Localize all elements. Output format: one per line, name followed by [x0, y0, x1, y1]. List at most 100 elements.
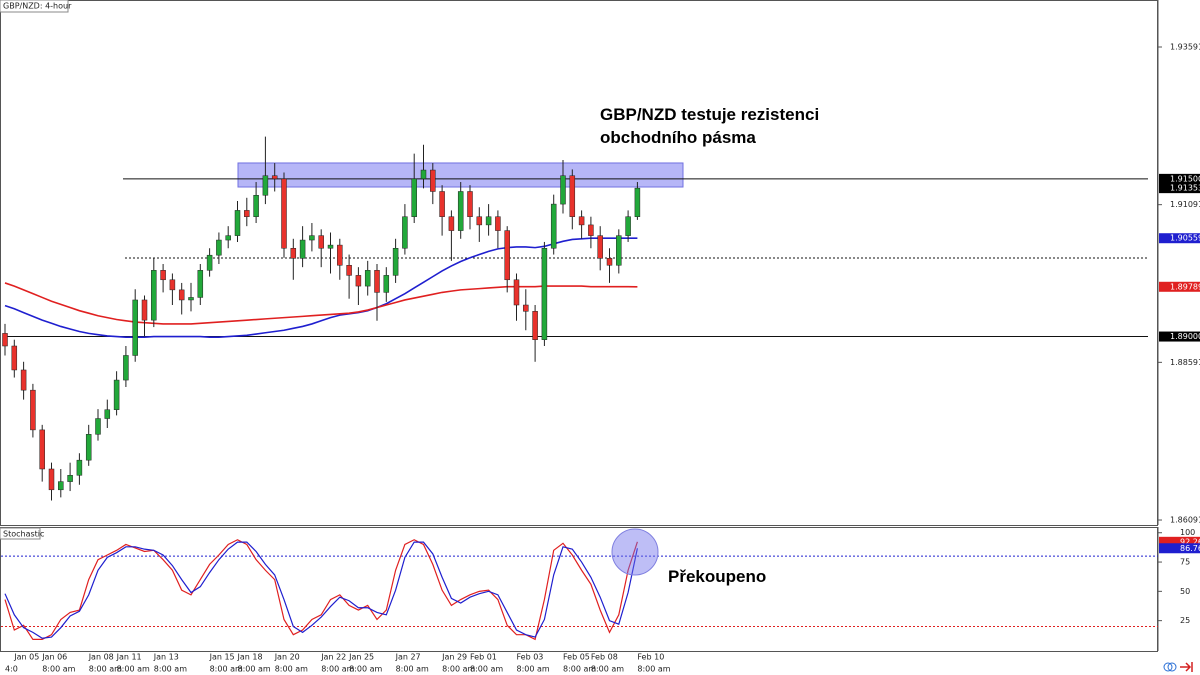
icon[interactable] — [1167, 662, 1177, 672]
candle-body — [383, 275, 390, 293]
candle-body — [355, 275, 362, 287]
x-time-label: 8:00 am — [238, 665, 271, 674]
y-tick-label: 1.91091 — [1170, 200, 1200, 209]
candle-body — [132, 299, 138, 356]
candle-body — [560, 175, 566, 205]
candle-body — [160, 270, 166, 281]
stoch-chart: 100 75 50 25 92.2686.76 — [1, 527, 1200, 651]
candle-body — [364, 270, 371, 287]
candle-body — [67, 475, 73, 482]
candle-body — [95, 418, 101, 435]
candle-body — [597, 235, 603, 259]
candle-body — [39, 429, 45, 470]
x-time-label: 8:00 am — [442, 665, 475, 674]
stoch-line — [4, 541, 638, 639]
y-tick-label: 75 — [1180, 558, 1190, 567]
price-label: 1.90559 — [1170, 234, 1200, 243]
price-label: 1.89789 — [1170, 282, 1200, 291]
candle-body — [532, 311, 538, 340]
x-tick-label: Jan 29 — [441, 653, 467, 662]
x-time-label: 8:00 am — [563, 665, 596, 674]
annotation: obchodního pásma — [600, 128, 756, 147]
candle-body — [48, 468, 55, 491]
x-tick-label: Jan 15 — [209, 653, 235, 662]
x-tick-label: Jan 18 — [237, 653, 263, 662]
candle-body — [550, 203, 557, 249]
x-tick-label: Jan 08 — [88, 653, 114, 662]
y-tick-label: 1.86091 — [1170, 516, 1200, 525]
annotation: GBP/NZD testuje rezistenci — [600, 105, 819, 124]
candle-body — [616, 235, 622, 266]
x-time-label: 8:00 am — [154, 665, 187, 674]
price-label: 92.26 — [1180, 537, 1200, 546]
x-tick-label: Feb 10 — [637, 653, 664, 662]
candle-body — [588, 224, 594, 236]
y-tick-label: 50 — [1180, 587, 1190, 596]
y-tick-label: 25 — [1180, 616, 1190, 625]
x-tick-label: Feb 05 — [563, 653, 590, 662]
x-time-label: 8:00 am — [210, 665, 243, 674]
candle-body — [346, 265, 352, 276]
candle-body — [244, 210, 250, 217]
candle-body — [430, 169, 436, 192]
candle-body — [448, 216, 455, 231]
candle-body — [30, 389, 36, 431]
price-label-box — [1159, 536, 1200, 547]
annotation: Překoupeno — [668, 567, 766, 586]
candle-body — [513, 279, 520, 306]
candle-body — [578, 216, 585, 226]
icon[interactable] — [1163, 662, 1173, 672]
moving-average — [4, 237, 638, 338]
candle-body — [523, 304, 529, 312]
corner-icons[interactable] — [1163, 662, 1193, 672]
chart-title: GBP/NZD: 4-hour — [3, 2, 72, 11]
stoch-line — [4, 539, 638, 641]
candle-body — [197, 270, 204, 298]
candle-body — [11, 345, 18, 371]
candle-body — [141, 299, 148, 321]
candle-body — [318, 235, 324, 249]
candle-body — [206, 254, 213, 271]
price-label: 86.76 — [1180, 544, 1200, 553]
x-time-label: 8:00 am — [275, 665, 308, 674]
x-time-label: 8:00 am — [591, 665, 624, 674]
candle-body — [439, 191, 445, 217]
price-label-box — [1159, 233, 1200, 244]
y-tick-label: 1.88591 — [1170, 358, 1200, 367]
x-tick-label: Feb 01 — [470, 653, 497, 662]
title-box — [0, 0, 69, 13]
candle-body — [20, 369, 27, 391]
candle-body — [402, 216, 408, 249]
candle-body — [113, 379, 120, 410]
stoch-title-box — [0, 527, 41, 540]
price-label-box — [1159, 281, 1200, 292]
candle-body — [2, 333, 8, 347]
candle-body — [290, 247, 297, 259]
x-tick-label: Jan 05 — [13, 653, 39, 662]
highlight-circle — [611, 528, 659, 576]
candle-body — [151, 270, 157, 321]
icon[interactable] — [1180, 662, 1193, 672]
stoch-title: Stochastic — [3, 530, 44, 539]
candle-body — [169, 279, 176, 291]
candle-body — [58, 481, 64, 491]
candle-body — [420, 169, 427, 180]
y-tick-label: 1.93591 — [1170, 42, 1200, 51]
candle-body — [337, 244, 343, 266]
candle-body — [476, 216, 483, 226]
candle-body — [634, 187, 641, 217]
price-label-box — [1159, 173, 1200, 184]
x-tick-label: Jan 27 — [395, 653, 421, 662]
price-label: 1.91353 — [1170, 184, 1200, 193]
x-tick-label: Jan 20 — [274, 653, 300, 662]
candle-body — [234, 210, 241, 236]
price-label-box — [1159, 183, 1200, 194]
candle-body — [225, 235, 231, 241]
x-tick-label: Jan 25 — [348, 653, 374, 662]
x-tick-label: Jan 13 — [153, 653, 179, 662]
x-time-label: 8:00 am — [349, 665, 382, 674]
candle-body — [374, 270, 380, 293]
